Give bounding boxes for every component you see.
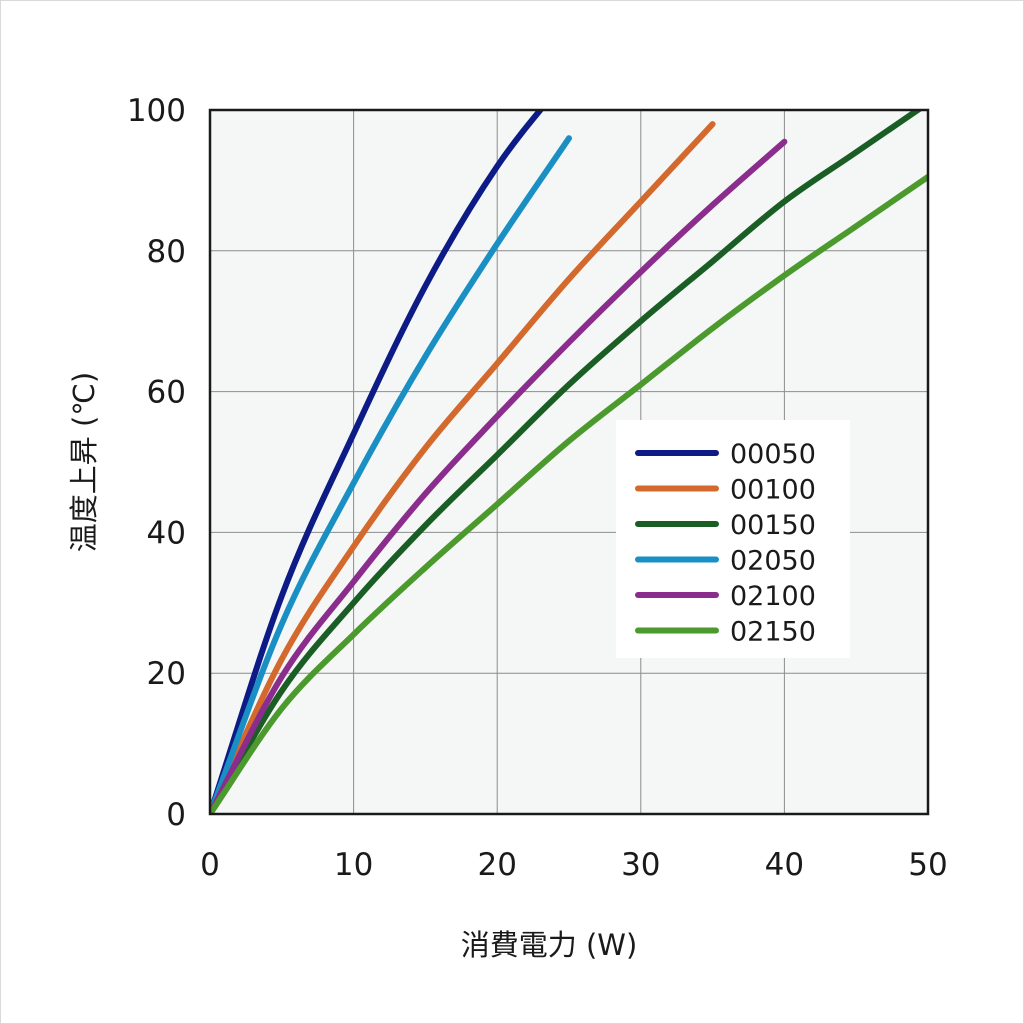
y-tick-label: 100 xyxy=(127,93,186,129)
plot-border xyxy=(208,108,930,816)
x-tick-label: 40 xyxy=(765,847,804,883)
y-tick-label: 80 xyxy=(147,234,186,270)
y-tick-label: 0 xyxy=(166,797,186,833)
x-tick-label: 0 xyxy=(200,847,220,883)
x-axis-label: 消費電力 (W) xyxy=(461,928,638,962)
x-tick-label: 30 xyxy=(621,847,660,883)
series-line-02150 xyxy=(210,173,928,814)
series-lines xyxy=(210,110,928,814)
legend-label: 00050 xyxy=(730,439,816,470)
x-tick-label: 20 xyxy=(477,847,516,883)
legend-label: 00150 xyxy=(730,510,816,541)
y-axis-label: 温度上昇 (℃) xyxy=(67,372,101,552)
x-tick-label: 10 xyxy=(334,847,373,883)
series-line-00050 xyxy=(210,110,545,814)
y-tick-label: 20 xyxy=(147,656,186,692)
legend-box xyxy=(616,420,850,658)
y-tick-labels: 0 20 40 60 80 100 xyxy=(127,93,186,833)
y-tick-label: 60 xyxy=(147,375,186,411)
series-line-02050 xyxy=(210,135,572,814)
x-tick-label: 50 xyxy=(908,847,947,883)
legend-label: 02150 xyxy=(730,617,816,648)
x-tick-labels: 0 10 20 30 40 50 xyxy=(200,847,948,883)
series-line-00150 xyxy=(210,110,924,814)
series-line-02100 xyxy=(210,138,788,814)
legend: 00050 00100 00150 02050 02100 02150 xyxy=(616,420,850,658)
legend-label: 00100 xyxy=(730,475,816,506)
series-line-00100 xyxy=(210,121,716,814)
y-tick-label: 40 xyxy=(147,515,186,551)
legend-label: 02050 xyxy=(730,546,816,577)
legend-label: 02100 xyxy=(730,581,816,612)
